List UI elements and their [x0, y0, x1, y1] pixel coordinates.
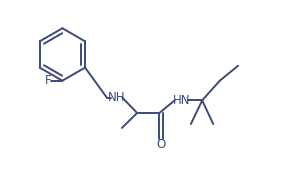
Text: HN: HN — [173, 94, 190, 107]
Text: NH: NH — [108, 91, 125, 104]
Text: O: O — [157, 138, 166, 152]
Text: F: F — [45, 74, 51, 87]
